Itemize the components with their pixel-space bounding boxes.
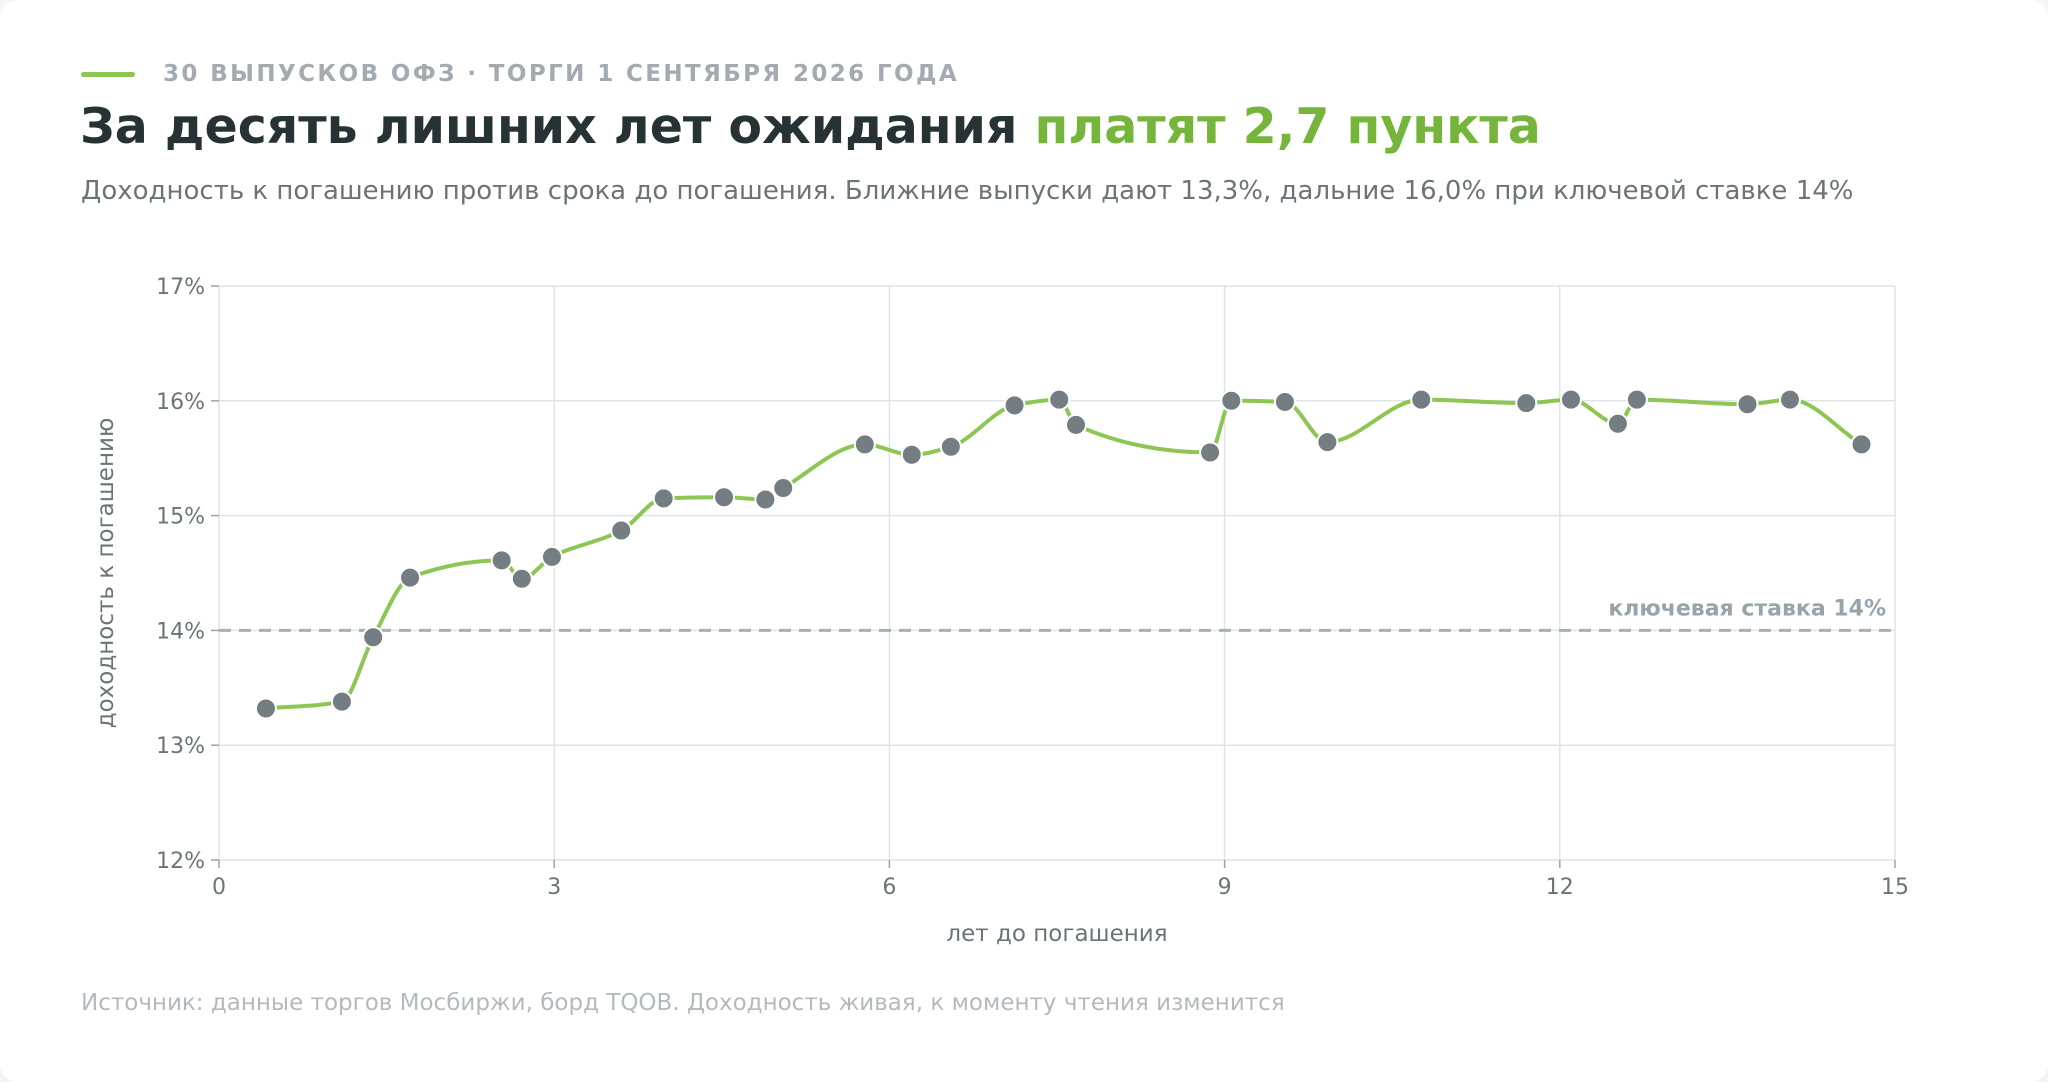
bond-point	[399, 566, 422, 589]
key-rate-label: ключевая ставка 14%	[1608, 596, 1886, 621]
bond-point	[1736, 393, 1759, 416]
y-tick-label: 17%	[156, 275, 205, 300]
bond-point	[939, 435, 962, 458]
eyebrow: 30 ВЫПУСКОВ ОФЗ · ТОРГИ 1 СЕНТЯБРЯ 2026 …	[81, 58, 959, 90]
bond-point	[772, 477, 795, 500]
bond-point	[1048, 388, 1071, 411]
bond-point	[713, 486, 736, 509]
y-axis-title: доходность к погашению	[93, 418, 119, 729]
bond-point	[540, 545, 563, 568]
bond-point	[853, 433, 876, 456]
bond-point	[1625, 388, 1648, 411]
bond-point	[900, 443, 923, 466]
y-tick-label: 14%	[156, 619, 205, 644]
chart-subtitle: Доходность к погашению против срока до п…	[81, 176, 1854, 206]
bond-point	[254, 697, 277, 720]
bond-point	[510, 567, 533, 590]
bond-point	[1778, 388, 1801, 411]
title-main: За десять лишних лет ожидания	[80, 98, 1035, 155]
bond-point	[754, 488, 777, 511]
bond-point	[1410, 388, 1433, 411]
bond-point	[1559, 388, 1582, 411]
bond-point	[490, 549, 513, 572]
bond-point	[1316, 431, 1339, 454]
bond-point	[652, 487, 675, 510]
x-tick-label: 3	[547, 875, 561, 900]
y-tick-label: 12%	[156, 849, 205, 874]
bond-point	[1199, 441, 1222, 464]
bond-point	[1064, 413, 1087, 436]
bond-point	[1003, 394, 1026, 417]
chart-title: За десять лишних лет ожидания платят 2,7…	[80, 98, 1541, 155]
y-tick-label: 15%	[156, 505, 205, 530]
bond-point	[610, 519, 633, 542]
bond-point	[1273, 390, 1296, 413]
bond-point	[1850, 433, 1873, 456]
x-tick-label: 0	[212, 875, 226, 900]
source-note: Источник: данные торгов Мосбиржи, борд T…	[81, 990, 1285, 1016]
bond-point	[362, 626, 385, 649]
bond-point	[1606, 412, 1629, 435]
x-tick-label: 15	[1881, 875, 1909, 900]
x-tick-label: 6	[882, 875, 896, 900]
y-tick-label: 13%	[156, 734, 205, 759]
y-tick-label: 16%	[156, 390, 205, 415]
x-tick-label: 9	[1218, 875, 1232, 900]
x-axis-title: лет до погашения	[946, 921, 1167, 947]
title-highlight: платят 2,7 пункта	[1034, 98, 1541, 155]
bond-point	[330, 690, 353, 713]
bond-point	[1220, 389, 1243, 412]
series-swatch-icon	[81, 71, 135, 77]
eyebrow-text: 30 ВЫПУСКОВ ОФЗ · ТОРГИ 1 СЕНТЯБРЯ 2026 …	[163, 61, 960, 87]
bond-point	[1515, 392, 1538, 415]
x-tick-label: 12	[1546, 875, 1574, 900]
